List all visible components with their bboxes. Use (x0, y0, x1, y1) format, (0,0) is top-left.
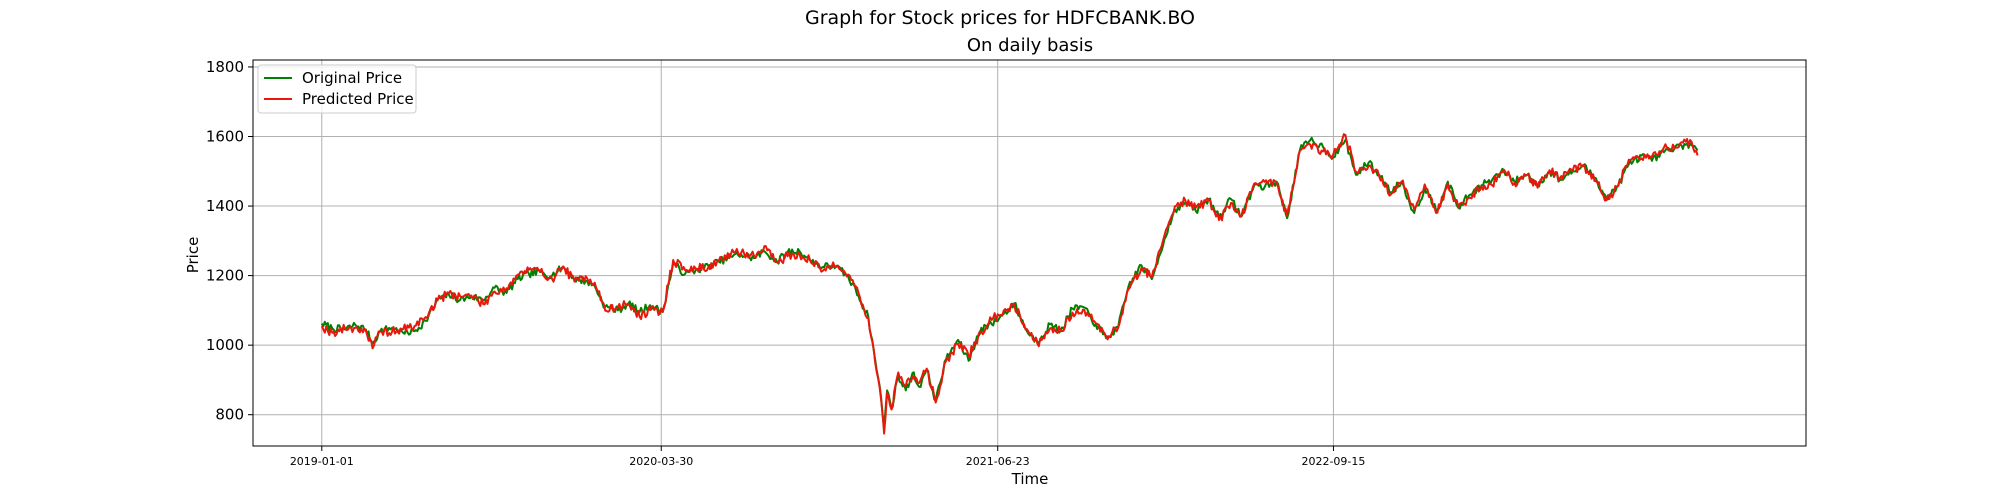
chart-suptitle: Graph for Stock prices for HDFCBANK.BO (805, 7, 1195, 29)
y-tick-label: 1600 (206, 128, 244, 146)
y-tick-label: 1400 (206, 197, 244, 215)
series-lines (320, 133, 1699, 435)
y-tick-label: 1000 (206, 336, 244, 354)
axis-ticks: 800 1000 1200 1400 1600 1800 2019-01-01 2020-03… (206, 58, 1366, 468)
x-tick-label: 2020-03-30 (629, 455, 693, 468)
legend-label-original: Original Price (302, 69, 402, 87)
x-tick-label: 2021-06-23 (966, 455, 1030, 468)
y-tick-label: 1800 (206, 58, 244, 76)
chart-title: On daily basis (967, 35, 1093, 56)
x-axis-label: Time (1011, 470, 1049, 488)
series-line-predicted-price (320, 133, 1699, 435)
plot-frame (252, 59, 1807, 447)
y-tick-label: 1200 (206, 267, 244, 285)
y-axis-label: Price (184, 237, 202, 274)
y-tick-label: 800 (215, 406, 244, 424)
x-tick-label: 2019-01-01 (290, 455, 354, 468)
legend: Original Price Predicted Price (257, 64, 417, 114)
grid (253, 60, 1806, 446)
legend-box (257, 64, 417, 114)
x-tick-label: 2022-09-15 (1301, 455, 1365, 468)
series-line-original-price (320, 136, 1699, 430)
legend-label-predicted: Predicted Price (302, 90, 414, 108)
